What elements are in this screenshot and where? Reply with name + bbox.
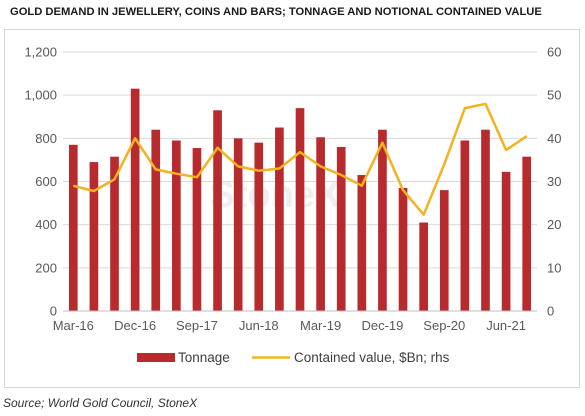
tonnage-bar [130,88,140,311]
tonnage-bar [357,175,367,311]
contained-value-line [72,102,528,216]
x-axis-tick-label: Mar-19 [300,318,341,333]
tonnage-bar [172,140,181,311]
left-axis-tick-label: 0 [50,304,57,319]
legend: Tonnage Contained value, $Bn; rhs [137,350,450,365]
contained-value-series-line [72,102,528,216]
legend-label-tonnage: Tonnage [178,350,230,365]
tonnage-bar [151,129,161,311]
right-axis-tick-label: 10 [547,260,561,275]
source-note: Source; World Gold Council, StoneX [3,396,198,410]
tonnage-bar [522,156,532,311]
left-axis-tick-label: 400 [35,217,57,232]
tonnage-bars [68,88,532,312]
x-axis-tick-label: Mar-16 [53,318,94,333]
tonnage-bar [481,129,490,311]
right-axis-ticks: 0 10 20 30 40 50 60 [547,45,561,319]
right-axis-tick-label: 50 [547,88,561,103]
tonnage-bar [398,187,408,311]
tonnage-bar [378,129,387,311]
tonnage-bar [89,162,99,311]
right-axis-tick-label: 20 [547,217,561,232]
tonnage-bar [275,127,284,312]
tonnage-bar [419,222,428,311]
x-axis-ticks: Mar-16 Dec-16 Sep-17 Jun-18 Mar-19 Dec-19 Sep-… [53,310,537,333]
tonnage-bar [295,108,305,311]
left-axis-tick-label: 600 [35,174,57,189]
legend-label-contained-value: Contained value, $Bn; rhs [294,350,450,365]
x-axis-tick-label: Sep-20 [423,318,465,333]
x-axis-tick-label: Jun-18 [239,318,279,333]
left-axis-tick-label: 800 [35,131,57,146]
left-axis-ticks: 0 200 400 600 800 1,000 1,200 [24,45,57,319]
tonnage-bar [336,146,346,311]
x-axis-tick-label: Sep-17 [176,318,218,333]
right-axis-tick-label: 0 [547,304,554,319]
right-axis-tick-label: 60 [547,45,561,60]
x-axis-tick-label: Dec-19 [361,318,403,333]
left-axis-tick-label: 1,000 [24,88,57,103]
tonnage-bar [501,171,511,311]
tonnage-bar [254,142,264,311]
tonnage-bar [213,110,222,312]
tonnage-bar [233,138,243,311]
tonnage-bar [439,190,449,311]
tonnage-bar [460,140,470,311]
legend-swatch-tonnage [137,353,175,362]
left-axis-tick-label: 1,200 [24,45,57,60]
left-axis-tick-label: 200 [35,260,57,275]
tonnage-bar [192,148,202,311]
tonnage-bar [110,156,119,311]
chart-frame: StoneX 0 200 400 600 800 1,000 1,200 0 10 20 30 40… [4,29,580,388]
x-axis-tick-label: Jun-21 [486,318,526,333]
chart-title: GOLD DEMAND IN JEWELLERY, COINS AND BARS… [10,6,542,18]
right-axis-tick-label: 40 [547,131,561,146]
tonnage-bar [68,144,78,311]
tonnage-bar [316,137,325,311]
x-axis-tick-label: Dec-16 [114,318,156,333]
right-axis-tick-label: 30 [547,174,561,189]
